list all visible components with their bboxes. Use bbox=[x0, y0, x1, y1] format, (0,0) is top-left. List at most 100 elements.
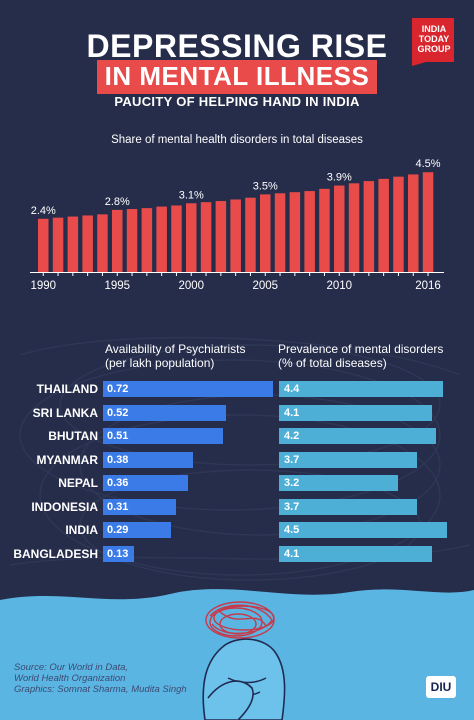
prevalence-bar bbox=[279, 545, 433, 562]
x-tick-label: 2010 bbox=[326, 280, 352, 292]
logo-line-1: INDIA bbox=[422, 24, 447, 34]
trend-bar bbox=[186, 203, 197, 272]
trend-bar bbox=[171, 205, 182, 272]
psychiatrists-bar bbox=[103, 475, 188, 491]
tangled-thoughts-icon bbox=[205, 601, 275, 639]
psychiatrists-header-line-2: (per lakh population) bbox=[105, 356, 215, 370]
trend-bar bbox=[126, 209, 138, 272]
x-tick-label: 2005 bbox=[252, 280, 278, 292]
title-line-2-wrap: IN MENTAL ILLNESS bbox=[0, 60, 474, 94]
title-line-2: IN MENTAL ILLNESS bbox=[96, 60, 378, 94]
country-label: THAILAND bbox=[36, 382, 98, 396]
country-row: NEPAL 0.36 3.2 bbox=[0, 474, 474, 492]
psychiatrists-value-label: 0.13 bbox=[107, 547, 129, 560]
prevalence-value-label: 4.1 bbox=[284, 406, 300, 419]
prevalence-value-label: 4.4 bbox=[284, 383, 300, 395]
trend-data-label: 3.5% bbox=[253, 180, 278, 192]
prevalence-value-label: 4.5 bbox=[284, 524, 300, 536]
psychiatrists-value-label: 0.31 bbox=[107, 500, 129, 513]
x-tick-label: 1995 bbox=[104, 280, 130, 292]
trend-bar bbox=[200, 202, 212, 272]
x-tick-label: 1990 bbox=[30, 280, 56, 292]
trend-bar bbox=[112, 209, 123, 272]
trend-data-label: 4.5% bbox=[416, 158, 441, 170]
trend-bar bbox=[215, 201, 227, 272]
country-label: INDIA bbox=[65, 523, 98, 537]
prevalence-bar bbox=[279, 404, 433, 421]
trend-bar bbox=[289, 192, 301, 272]
trend-bar bbox=[334, 185, 345, 272]
psychiatrists-bar bbox=[103, 381, 273, 397]
trend-data-label: 3.9% bbox=[327, 172, 352, 184]
psychiatrists-bar bbox=[103, 428, 224, 444]
trend-bar bbox=[319, 188, 330, 272]
diu-logo: DIU bbox=[426, 676, 456, 698]
prevalence-value-label: 3.2 bbox=[284, 477, 300, 489]
trend-bar bbox=[245, 197, 256, 272]
x-tick-label: 2000 bbox=[178, 280, 204, 292]
country-label: SRI LANKA bbox=[32, 405, 98, 420]
prevalence-bar bbox=[279, 475, 399, 491]
country-row: SRI LANKA 0.52 4.1 bbox=[0, 404, 474, 422]
source-line-2: World Health Organization bbox=[14, 673, 126, 684]
country-label: INDONESIA bbox=[31, 499, 98, 514]
country-row: MYANMAR 0.38 3.7 bbox=[0, 451, 474, 469]
country-row: BANGLADESH 0.13 4.1 bbox=[0, 545, 474, 563]
share-of-disorders-bar-chart: 2.4% 2.8% 3.1% 3.5% 3.9% 4.5% 1990 1995 2000 2005… bbox=[30, 158, 444, 292]
prevalence-bar bbox=[279, 522, 447, 538]
subtitle: PAUCITY OF HELPING HAND IN INDIA bbox=[114, 94, 360, 109]
prevalence-bar bbox=[279, 451, 418, 468]
prevalence-bar bbox=[279, 498, 418, 515]
trend-bar bbox=[230, 199, 241, 272]
trend-bar bbox=[156, 206, 167, 272]
logo-line-3: GROUP bbox=[417, 44, 450, 54]
psychiatrists-bar bbox=[103, 404, 226, 421]
trend-bar bbox=[141, 208, 153, 272]
trend-bar bbox=[363, 181, 375, 272]
country-row: THAILAND 0.72 4.4 bbox=[0, 380, 474, 398]
source-line-1: Source: Our World in Data, bbox=[14, 662, 129, 673]
psychiatrists-header-line-1: Availability of Psychiatrists bbox=[105, 342, 246, 356]
trend-bar bbox=[274, 193, 286, 272]
prevalence-value-label: 4.1 bbox=[284, 547, 300, 560]
psychiatrists-value-label: 0.36 bbox=[107, 477, 129, 489]
trend-bar bbox=[260, 194, 271, 272]
psychiatrists-header: Availability of Psychiatrists (per lakh … bbox=[105, 342, 270, 370]
psychiatrists-value-label: 0.72 bbox=[107, 383, 129, 395]
country-row: INDIA 0.29 4.5 bbox=[0, 521, 474, 539]
psychiatrists-bar bbox=[103, 498, 177, 515]
prevalence-header-line-2: (% of total diseases) bbox=[278, 356, 387, 370]
psychiatrists-bar bbox=[103, 522, 172, 538]
country-label: BANGLADESH bbox=[13, 546, 98, 561]
trend-bar bbox=[378, 178, 389, 272]
prevalence-header: Prevalence of mental disorders (% of tot… bbox=[278, 342, 468, 370]
x-tick-label: 2016 bbox=[415, 280, 441, 292]
title-line-1: DEPRESSING RISE bbox=[86, 28, 388, 64]
trend-bar bbox=[67, 216, 79, 272]
trend-bar bbox=[408, 174, 419, 272]
prevalence-header-line-1: Prevalence of mental disorders bbox=[278, 342, 444, 356]
prevalence-value-label: 3.7 bbox=[284, 453, 300, 466]
trend-data-label: 3.1% bbox=[179, 189, 204, 201]
psychiatrists-value-label: 0.29 bbox=[107, 524, 129, 536]
psychiatrists-value-label: 0.51 bbox=[107, 430, 129, 442]
prevalence-bar bbox=[279, 428, 436, 444]
trend-bar bbox=[393, 176, 404, 272]
trend-bar bbox=[348, 183, 360, 272]
country-row: BHUTAN 0.51 4.2 bbox=[0, 427, 474, 445]
prevalence-bar bbox=[279, 381, 444, 397]
country-label: MYANMAR bbox=[36, 452, 98, 467]
trend-bar bbox=[304, 191, 315, 272]
psychiatrists-value-label: 0.38 bbox=[107, 453, 129, 466]
stressed-person-icon bbox=[202, 638, 286, 720]
trend-data-label: 2.8% bbox=[105, 196, 130, 208]
country-label: BHUTAN bbox=[48, 429, 98, 443]
country-row: INDONESIA 0.31 3.7 bbox=[0, 498, 474, 516]
trend-data-label: 2.4% bbox=[31, 205, 56, 217]
bottom-illustration bbox=[0, 580, 474, 720]
trend-bar bbox=[38, 218, 49, 272]
country-label: NEPAL bbox=[58, 476, 98, 490]
trend-bar bbox=[52, 217, 64, 272]
source-line-3: Graphics: Somnat Sharma, Mudita Singh bbox=[14, 684, 187, 695]
